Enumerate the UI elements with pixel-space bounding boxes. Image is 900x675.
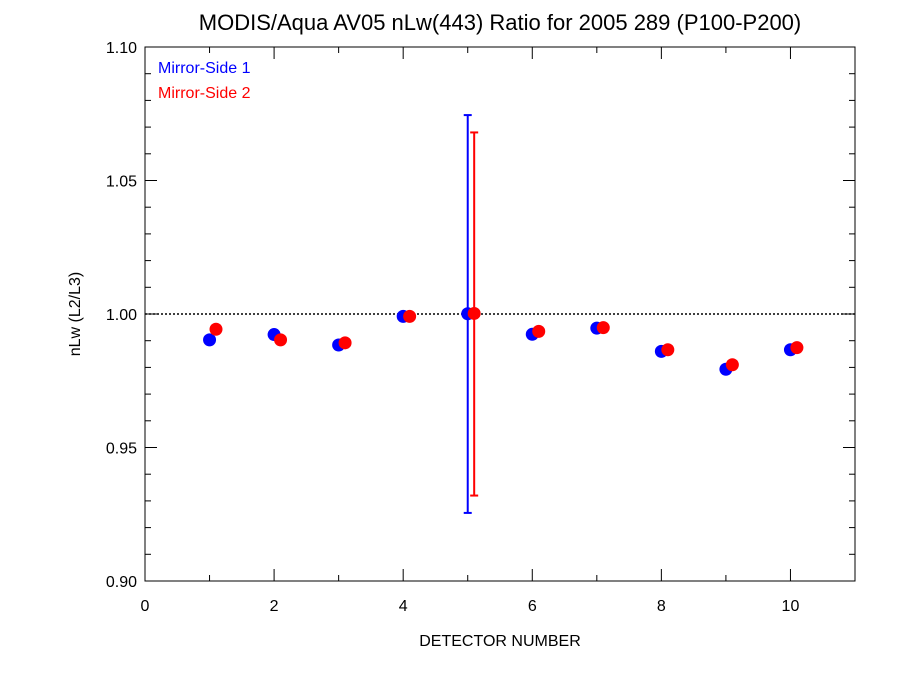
axis-tick-labels: 0 2 4 6 8 10 0.90 0.95 1.00 1.05 1.10 (106, 40, 800, 615)
point-series-2 (790, 341, 804, 355)
y-tick-label: 1.05 (106, 174, 137, 191)
x-tick-label: 6 (528, 598, 537, 615)
point-series-2 (661, 343, 675, 357)
point-series-2 (725, 358, 739, 372)
x-tick-label: 2 (270, 598, 279, 615)
point-series-1 (203, 333, 217, 347)
point-series-2 (209, 322, 223, 336)
point-series-2 (274, 333, 288, 347)
chart-title: MODIS/Aqua AV05 nLw(443) Ratio for 2005 … (199, 10, 802, 35)
x-axis-label: DETECTOR NUMBER (419, 633, 581, 650)
plot-frame (144, 46, 856, 582)
legend-series-1: Mirror-Side 1 (158, 60, 251, 77)
point-series-2 (596, 321, 610, 335)
y-tick-label: 1.10 (106, 40, 137, 57)
y-tick-label: 0.90 (106, 574, 137, 591)
y-tick-label: 0.95 (106, 441, 137, 458)
y-tick-label: 1.00 (106, 307, 137, 324)
point-series-2 (338, 336, 352, 350)
axis-ticks (144, 46, 855, 582)
point-series-2 (532, 324, 546, 338)
x-tick-label: 0 (141, 598, 150, 615)
point-series-2 (403, 309, 417, 323)
legend-series-2: Mirror-Side 2 (158, 85, 251, 102)
x-tick-label: 8 (657, 598, 666, 615)
x-tick-label: 10 (782, 598, 800, 615)
y-axis-label: nLw (L2/L3) (67, 272, 84, 357)
point-series-2 (467, 306, 481, 320)
data-points (203, 306, 804, 376)
x-tick-label: 4 (399, 598, 408, 615)
